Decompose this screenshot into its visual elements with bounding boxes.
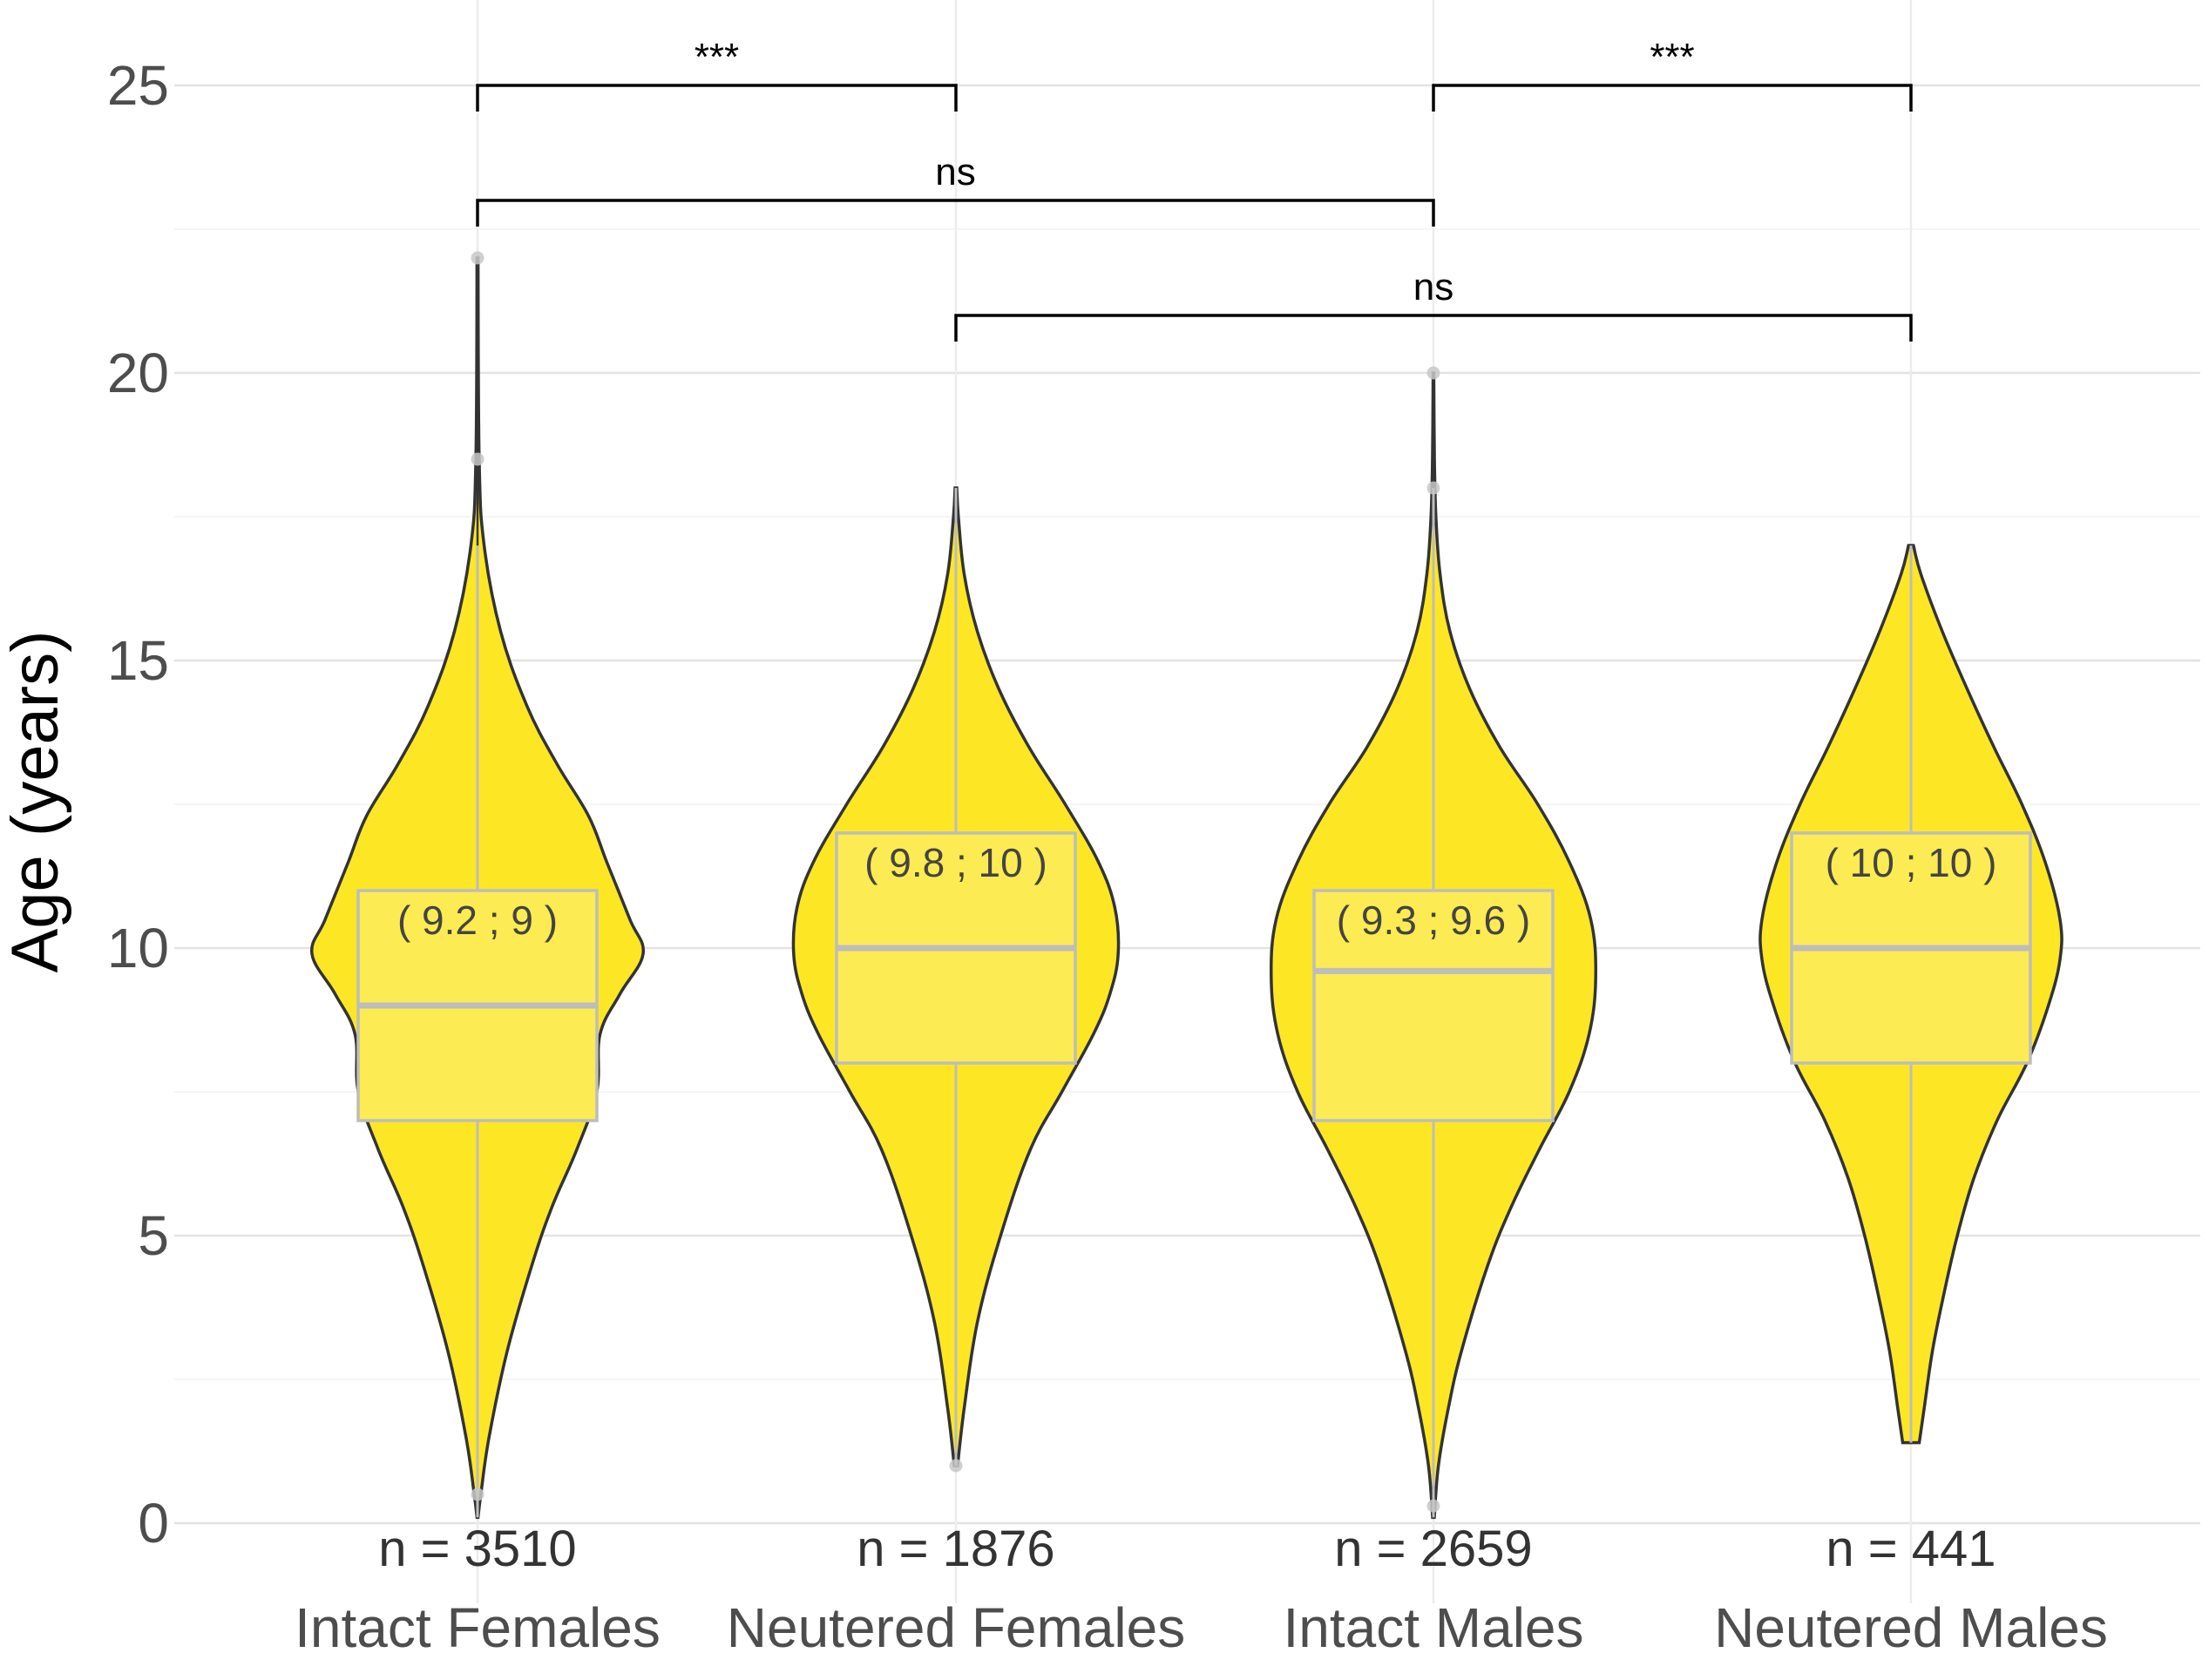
significance-bracket	[1432, 84, 1913, 112]
y-tick-label: 0	[138, 1492, 169, 1555]
x-category-label: Intact Males	[1283, 1596, 1583, 1659]
significance-bracket	[476, 199, 1435, 227]
n-count-label: n = 2659	[1334, 1521, 1532, 1577]
significance-label: ***	[695, 36, 739, 78]
y-tick-label: 20	[107, 342, 169, 404]
x-category-label: Neutered Females	[727, 1596, 1185, 1659]
n-count-label: n = 441	[1826, 1521, 1996, 1577]
box-3	[1312, 889, 1555, 1122]
n-count-label: n = 3510	[378, 1521, 576, 1577]
outlier-point	[471, 1487, 484, 1501]
outlier-point	[949, 1459, 963, 1473]
axes: 0 5 10 15 20 25 n = 3510 Intact Females n = 1876…	[107, 54, 2108, 1659]
significance-label: ***	[1650, 36, 1694, 78]
box-stat-label: ( 9.2 ; 9 )	[397, 898, 558, 943]
outlier-point	[471, 452, 484, 466]
x-category-label: Intact Females	[295, 1596, 661, 1659]
significance-brackets: *** *** ns ns	[476, 36, 1913, 342]
boxplots: ( 9.2 ; 9 ) ( 9.8 ; 10 ) ( 9.3 ; 9.6 ) ( 10…	[356, 251, 2032, 1518]
outlier-point	[1426, 481, 1440, 495]
box-stat-label: ( 9.8 ; 10 )	[864, 840, 1047, 885]
box-stat-label: ( 10 ; 10 )	[1826, 840, 1997, 885]
n-count-label: n = 1876	[857, 1521, 1054, 1577]
y-tick-label: 25	[107, 54, 169, 117]
y-tick-label: 10	[107, 917, 169, 979]
significance-bracket	[954, 314, 1913, 342]
y-axis-title: Age (years)	[0, 631, 72, 973]
x-category-label: Neutered Males	[1714, 1596, 2108, 1659]
y-tick-label: 15	[107, 629, 169, 692]
significance-label: ns	[935, 151, 975, 193]
box-stat-label: ( 9.3 ; 9.6 )	[1337, 898, 1530, 943]
outlier-point	[1426, 366, 1440, 380]
outlier-point	[1426, 1499, 1440, 1513]
significance-bracket	[476, 84, 958, 112]
y-tick-label: 5	[138, 1204, 169, 1267]
outlier-point	[471, 251, 484, 265]
significance-label: ns	[1413, 266, 1453, 308]
